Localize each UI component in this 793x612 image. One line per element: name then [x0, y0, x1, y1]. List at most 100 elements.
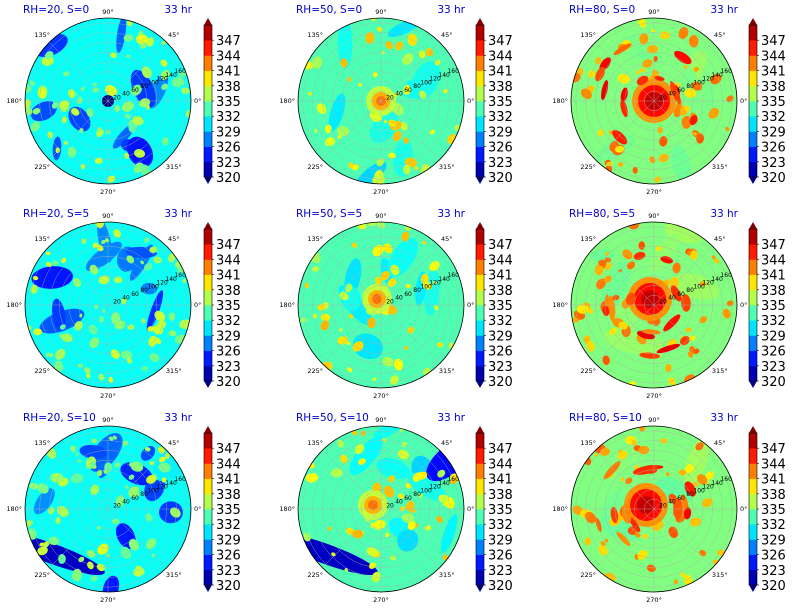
colorbar-tick-label: 335	[216, 503, 241, 518]
colorbar-tick-label: 344	[761, 253, 786, 268]
angle-tick-label: 315°	[166, 163, 182, 171]
polar-frame	[570, 221, 738, 389]
colorbar-tick-label: 323	[216, 156, 241, 171]
radial-tick-label: 160	[447, 68, 459, 75]
angle-tick-label: 180°	[552, 97, 568, 105]
colorbar-segment	[204, 25, 212, 41]
colorbar-tick-label: 323	[761, 564, 786, 579]
colorbar-tick-label: 341	[216, 473, 241, 488]
angle-tick-label: 135°	[34, 235, 50, 243]
colorbar-segment	[204, 509, 212, 525]
panel-time-label: 33 hr	[437, 412, 465, 424]
colorbar-segment	[476, 70, 484, 87]
colorbar-tick-label: 338	[488, 284, 513, 299]
angle-tick-label: 90°	[102, 416, 114, 424]
angle-tick-label: 45°	[441, 235, 453, 243]
colorbar-tick-label: 326	[488, 549, 513, 564]
colorbar-tick-label: 344	[216, 49, 241, 64]
colorbar-tick-label: 338	[216, 80, 241, 95]
angle-tick-label: 225°	[580, 367, 596, 375]
colorbar-segment	[749, 463, 757, 479]
radial-tick-label: 120	[156, 484, 168, 491]
radial-tick-label: 60	[677, 495, 685, 502]
radial-tick-label: 80	[140, 287, 148, 294]
colorbar-segment	[204, 335, 212, 351]
colorbar-segment	[476, 289, 484, 306]
colorbar-segment	[204, 320, 212, 336]
colorbar-segment	[749, 116, 757, 132]
colorbar-segment	[749, 524, 757, 540]
polar-grid	[298, 222, 464, 388]
colorbar-segment	[749, 161, 757, 178]
colorbar-segment	[204, 101, 212, 117]
angle-tick-label: 315°	[439, 163, 455, 171]
radial-tick-label: 120	[702, 280, 714, 287]
angle-tick-label: 315°	[712, 163, 728, 171]
colorbar-extend-min	[476, 381, 484, 388]
colorbar-tick-label: 329	[761, 125, 786, 140]
colorbar-segment	[476, 433, 484, 449]
radial-tick-label: 140	[165, 480, 177, 487]
radial-tick-label: 20	[386, 94, 394, 101]
colorbar-extend-min	[749, 177, 757, 184]
polar-frame	[297, 221, 465, 389]
colorbar-segment	[476, 335, 484, 351]
angle-tick-label: 45°	[714, 235, 726, 243]
colorbar-tick-label: 323	[761, 360, 786, 375]
radial-tick-label: 80	[413, 83, 421, 90]
angle-tick-label: 315°	[712, 571, 728, 579]
angle-tick-label: 0°	[467, 505, 474, 513]
colorbar-tick-label: 347	[488, 442, 513, 457]
colorbar-segment	[476, 55, 484, 71]
angle-tick-label: 270°	[646, 188, 662, 196]
angle-tick-label: 90°	[648, 212, 660, 220]
colorbar-segment	[749, 493, 757, 510]
angle-tick-label: 135°	[307, 439, 323, 447]
colorbar-tick-label: 347	[761, 34, 786, 49]
polar-grid	[25, 18, 191, 184]
radial-tick-label: 100	[420, 283, 432, 290]
polar-grid	[571, 222, 737, 388]
angle-tick-label: 135°	[580, 439, 596, 447]
radial-tick-label: 100	[420, 79, 432, 86]
colorbar-segment	[204, 85, 212, 102]
colorbar-tick-label: 344	[488, 253, 513, 268]
colorbar-extend-max	[749, 222, 757, 229]
colorbar-segment	[749, 85, 757, 102]
polar-frame	[570, 425, 738, 593]
colorbar-segment	[749, 539, 757, 555]
colorbar-tick-label: 341	[216, 269, 241, 284]
angle-tick-label: 135°	[34, 31, 50, 39]
colorbar-tick-label: 341	[488, 473, 513, 488]
colorbar-tick-label: 332	[761, 314, 786, 329]
angle-tick-label: 180°	[6, 301, 22, 309]
colorbar-extend-min	[204, 381, 212, 388]
colorbar-segment	[476, 554, 484, 571]
colorbar-segment	[204, 289, 212, 306]
colorbar-segment	[476, 320, 484, 336]
colorbar-segment	[476, 305, 484, 321]
colorbar-tick-label: 335	[216, 299, 241, 314]
colorbar-tick-label: 326	[216, 141, 241, 156]
colorbar-extend-min	[476, 585, 484, 592]
panel-time-label: 33 hr	[437, 4, 465, 16]
colorbar-tick-label: 347	[216, 238, 241, 253]
radial-tick-label: 80	[413, 287, 421, 294]
colorbar-extend-max	[204, 222, 212, 229]
colorbar-segment	[749, 335, 757, 351]
radial-tick-label: 60	[404, 291, 412, 298]
colorbar-segment	[476, 478, 484, 495]
panel-title: RH=20, S=0	[23, 4, 89, 16]
radial-tick-label: 120	[702, 484, 714, 491]
angle-tick-label: 135°	[34, 439, 50, 447]
radial-tick-label: 40	[122, 91, 130, 98]
angle-tick-label: 0°	[467, 97, 474, 105]
colorbar-tick-label: 329	[761, 533, 786, 548]
